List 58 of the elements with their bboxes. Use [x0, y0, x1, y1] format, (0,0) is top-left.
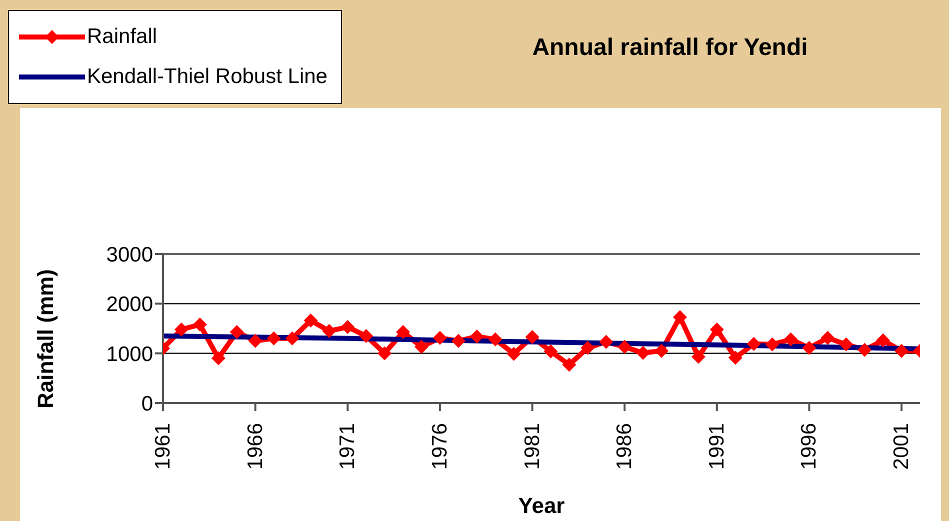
x-tick-label: 1996 [798, 423, 821, 470]
point [414, 340, 428, 354]
point [451, 334, 466, 348]
y-tick-label: 2000 [106, 293, 153, 316]
point [580, 340, 595, 355]
point [544, 344, 558, 358]
point [839, 337, 854, 352]
point [858, 342, 872, 357]
y-axis-title: Rainfall (mm) [32, 269, 58, 408]
x-tick-label: 1966 [244, 423, 267, 470]
point [820, 330, 835, 345]
point [894, 344, 909, 358]
point [525, 330, 540, 344]
point [266, 331, 281, 346]
point [322, 324, 336, 338]
x-axis-title: Year [518, 493, 566, 518]
point [636, 346, 650, 360]
point [230, 324, 244, 339]
point [285, 331, 300, 346]
point [304, 314, 318, 328]
point [432, 330, 447, 345]
point [359, 328, 374, 343]
x-tick-label: 1961 [152, 423, 174, 470]
x-tick-label: 2001 [890, 423, 914, 470]
x-tick-label: 1986 [613, 423, 636, 470]
y-tick-label: 3000 [106, 243, 153, 266]
legend-label: Kendall-Thiel Robust Line [87, 65, 328, 89]
point [248, 334, 262, 348]
point [765, 337, 780, 352]
point [488, 332, 502, 346]
point [211, 351, 226, 366]
point [599, 334, 614, 349]
point [378, 346, 392, 360]
point [691, 350, 706, 364]
point [192, 318, 207, 332]
legend-label: Rainfall [87, 25, 158, 49]
point [562, 358, 576, 372]
y-tick-label: 0 [141, 392, 153, 416]
point [506, 346, 521, 361]
chart-title: Annual rainfall for Yendi [531, 34, 809, 62]
x-tick-label: 1991 [705, 423, 728, 470]
x-tick-label: 1981 [520, 423, 544, 470]
y-tick-label: 1000 [106, 342, 153, 366]
point [802, 340, 816, 355]
point [710, 322, 724, 336]
x-tick-label: 1971 [336, 423, 360, 470]
point [728, 350, 742, 365]
x-tick-label: 1976 [428, 423, 452, 470]
point [396, 324, 410, 339]
point [340, 320, 355, 334]
point [174, 322, 188, 336]
point [784, 332, 798, 346]
point [618, 340, 632, 354]
point [672, 310, 687, 324]
point [876, 333, 890, 348]
point [470, 329, 484, 344]
point [746, 336, 761, 351]
point [654, 344, 669, 358]
